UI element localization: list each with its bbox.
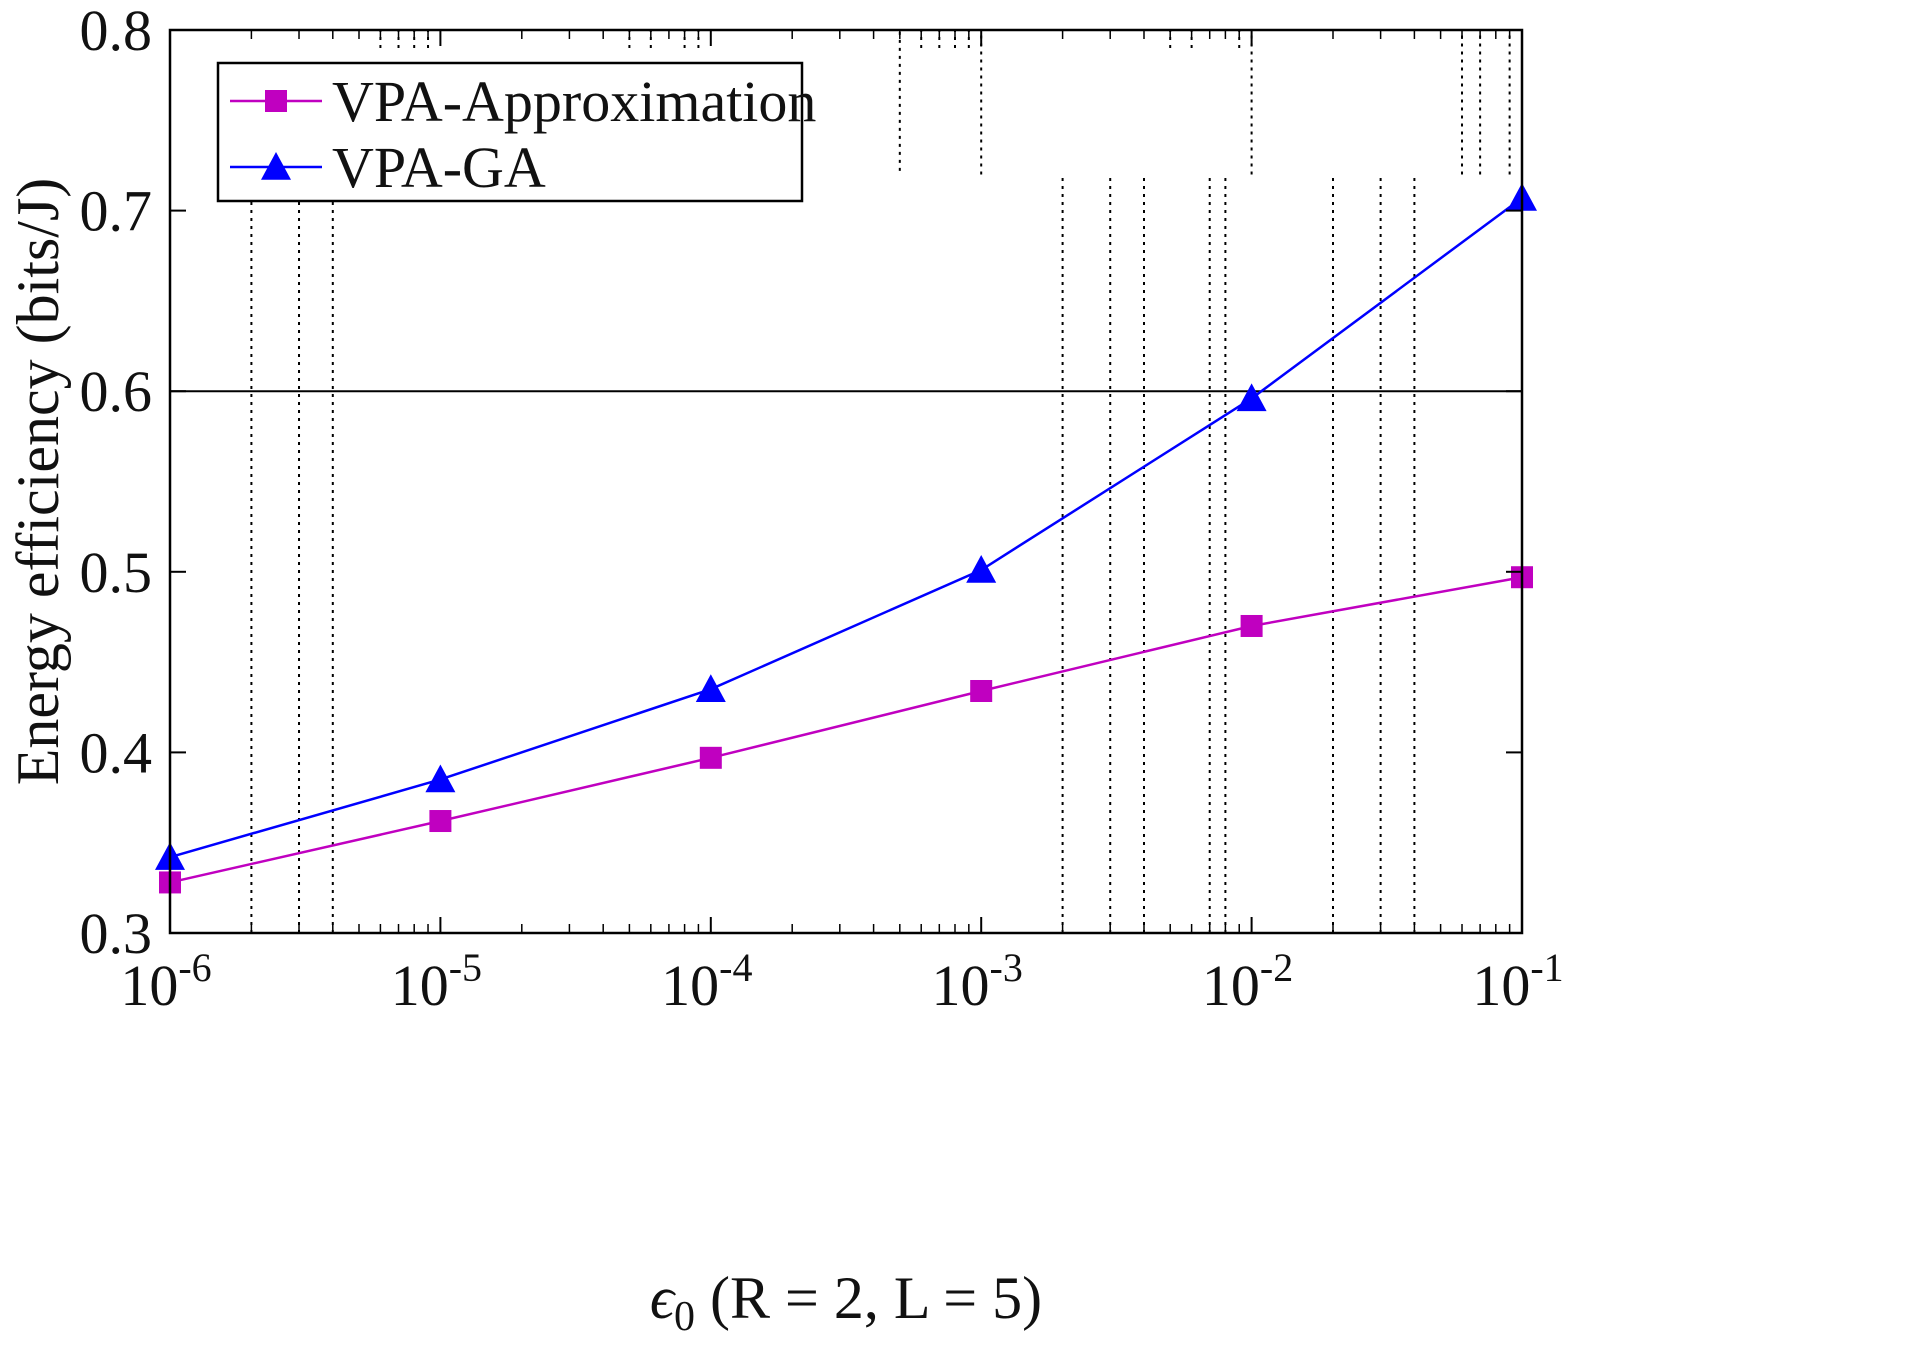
x-tick-label: 10-3 — [932, 945, 1023, 1018]
x-tick-label: 10-1 — [1472, 945, 1563, 1018]
x-tick-label-exponent: -4 — [719, 945, 752, 990]
x-tick-label: 10-6 — [120, 945, 211, 1018]
x-tick-label-base: 10 — [391, 953, 449, 1018]
series-line — [169, 196, 1523, 859]
data-point — [425, 764, 456, 793]
data-point — [699, 746, 722, 769]
legend-label: VPA-GA — [332, 135, 546, 200]
x-tick-label-exponent: -5 — [449, 945, 482, 990]
y-tick-label: 0.8 — [80, 0, 153, 63]
y-axis-label: Energy efficiency (bits/J) — [5, 178, 71, 786]
axis-ticks — [169, 29, 1523, 934]
data-point — [695, 674, 726, 702]
legend-marker — [261, 152, 291, 180]
data-point — [966, 554, 997, 583]
x-axis-label-subscript: 0 — [674, 1294, 695, 1340]
legend-entry: VPA-Approximation — [230, 69, 816, 134]
y-tick-label: 0.6 — [80, 359, 153, 424]
series-vpa-ga — [155, 182, 1537, 870]
x-axis-label-rest: (R = 2, L = 5) — [695, 1265, 1042, 1331]
x-tick-label-exponent: -6 — [178, 945, 211, 990]
series-vpa-approximation — [159, 566, 1533, 894]
x-tick-label-base: 10 — [1472, 953, 1530, 1018]
x-tick-label-base: 10 — [120, 953, 178, 1018]
x-tick-label-exponent: -2 — [1260, 945, 1293, 990]
legend-entry: VPA-GA — [230, 135, 546, 200]
legend-marker — [265, 90, 287, 112]
series-layer — [155, 182, 1537, 894]
series-line — [169, 575, 1523, 884]
x-tick-label-base: 10 — [1202, 953, 1260, 1018]
y-tick-label: 0.5 — [80, 540, 153, 605]
y-tick-label: 0.3 — [80, 901, 153, 966]
y-tick-label: 0.4 — [80, 720, 153, 785]
axes-box — [168, 28, 1524, 935]
x-tick-label: 10-2 — [1202, 945, 1293, 1018]
data-point — [429, 810, 452, 833]
x-tick-label-base: 10 — [932, 953, 990, 1018]
data-point — [1236, 383, 1267, 412]
y-tick-label: 0.7 — [80, 179, 153, 244]
x-axis-label-epsilon: ϵ — [650, 1265, 677, 1331]
data-point — [1240, 614, 1263, 637]
minor-grid-lines — [250, 30, 1511, 933]
x-tick-label: 10-4 — [661, 945, 752, 1018]
x-tick-label-exponent: -3 — [990, 945, 1023, 990]
x-tick-label-base: 10 — [661, 953, 719, 1018]
x-tick-label-exponent: -1 — [1530, 945, 1563, 990]
tick-labels: 0.30.40.50.60.70.810-6 10-5 10-4 10-3 10-2 10… — [80, 0, 1564, 1018]
legend-label: VPA-Approximation — [332, 69, 816, 134]
legend-box — [216, 61, 804, 203]
data-point — [970, 679, 993, 702]
x-axis-label: ϵ0 (R = 2, L = 5) — [650, 1265, 1042, 1340]
x-tick-label: 10-5 — [391, 945, 482, 1018]
